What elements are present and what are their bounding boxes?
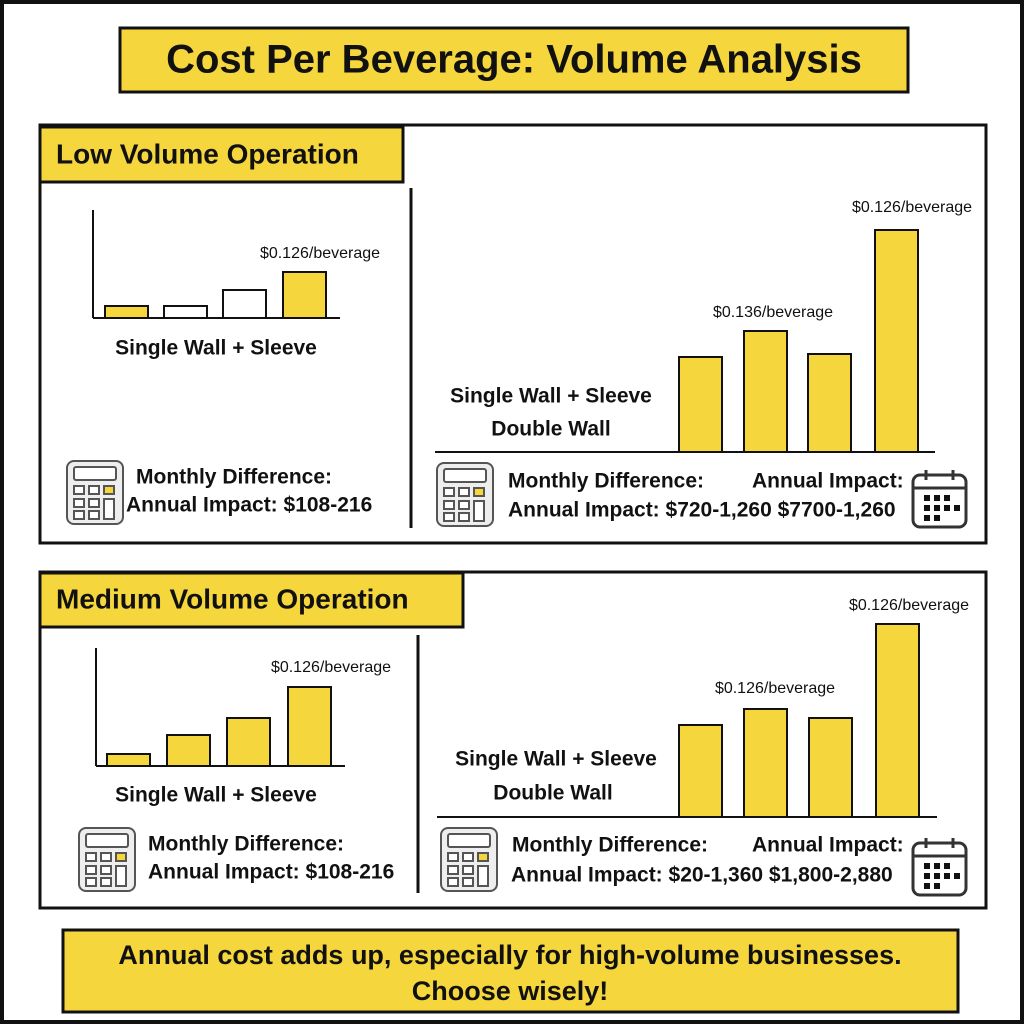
- detail: Annual Impact: $720-1,260 $7700-1,260: [508, 499, 896, 522]
- section-box: [38, 123, 988, 545]
- calculator-icon: [440, 827, 498, 892]
- calendar-icon: [911, 468, 968, 529]
- section-label-box: [38, 125, 405, 184]
- bar: [166, 734, 211, 767]
- bar: [678, 356, 723, 453]
- caption: Single Wall + Sleeve: [455, 748, 657, 771]
- bar: [106, 753, 151, 767]
- caption: Double Wall: [493, 782, 612, 805]
- section-box: [38, 570, 988, 910]
- bar: [226, 717, 271, 767]
- bar: [807, 353, 852, 453]
- bar: [282, 271, 327, 319]
- section-label: Low Volume Operation: [56, 138, 359, 169]
- detail: Annual Impact: $20-1,360 $1,800-2,880: [511, 864, 893, 887]
- bar: [678, 724, 723, 818]
- bar: [874, 229, 919, 453]
- value-label: $0.126/beverage: [715, 680, 835, 697]
- section-label: Medium Volume Operation: [56, 583, 409, 614]
- caption: Single Wall + Sleeve: [115, 337, 317, 360]
- detail: Annual Impact:: [752, 470, 904, 493]
- value-label: $0.126/beverage: [849, 597, 969, 614]
- title-box: [118, 26, 910, 94]
- caption: Single Wall + Sleeve: [115, 784, 317, 807]
- footer-text: Choose wisely!: [412, 976, 609, 1006]
- detail: Monthly Difference:: [148, 833, 344, 856]
- bar: [743, 708, 788, 818]
- value-label: $0.136/beverage: [713, 304, 833, 321]
- calculator-icon: [66, 460, 124, 525]
- calculator-icon: [78, 827, 136, 892]
- value-label: $0.126/beverage: [271, 659, 391, 676]
- detail: Monthly Difference:: [136, 466, 332, 489]
- section-label-box: [38, 571, 465, 629]
- bar: [287, 686, 332, 767]
- footer-box: [61, 928, 960, 1014]
- detail: Annual Impact: $108-216: [148, 861, 394, 884]
- detail: Annual Impact: $108-216: [126, 494, 372, 517]
- bar: [104, 305, 149, 319]
- bar: [808, 717, 853, 818]
- bar: [222, 289, 267, 319]
- caption: Single Wall + Sleeve: [450, 385, 652, 408]
- bar: [743, 330, 788, 453]
- footer-text: Annual cost adds up, especially for high…: [118, 940, 901, 970]
- detail: Monthly Difference:: [508, 470, 704, 493]
- detail: Monthly Difference:: [512, 834, 708, 857]
- title: Cost Per Beverage: Volume Analysis: [166, 38, 862, 82]
- value-label: $0.126/beverage: [852, 199, 972, 216]
- calculator-icon: [436, 462, 494, 527]
- bar: [875, 623, 920, 818]
- bar: [163, 305, 208, 319]
- detail: Annual Impact:: [752, 834, 904, 857]
- value-label: $0.126/beverage: [260, 245, 380, 262]
- caption: Double Wall: [491, 418, 610, 441]
- calendar-icon: [911, 836, 968, 897]
